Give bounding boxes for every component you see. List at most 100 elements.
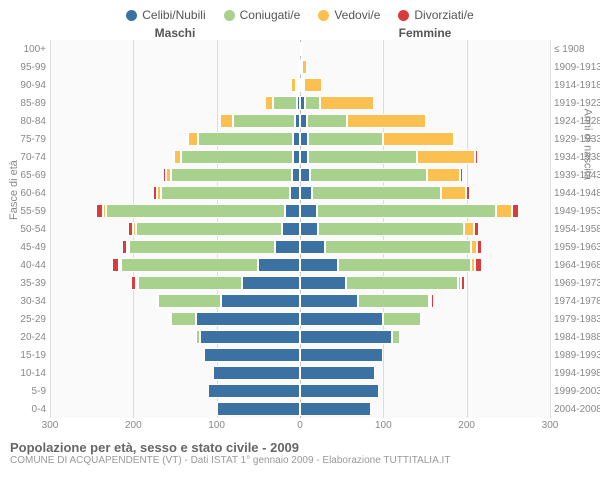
female-bar bbox=[300, 312, 550, 326]
age-label: 40-44 bbox=[8, 260, 46, 271]
bar-segment bbox=[383, 312, 421, 326]
female-bar bbox=[300, 402, 550, 416]
bar-segment bbox=[208, 384, 300, 398]
bar-segment bbox=[275, 240, 300, 254]
legend-label: Divorziati/e bbox=[414, 8, 473, 22]
legend-label: Vedovi/e bbox=[334, 8, 380, 22]
male-bar bbox=[50, 222, 300, 236]
legend: Celibi/NubiliConiugati/eVedovi/eDivorzia… bbox=[0, 0, 600, 26]
male-bar bbox=[50, 42, 300, 56]
bar-segment bbox=[325, 240, 471, 254]
female-bar bbox=[300, 186, 550, 200]
female-bar bbox=[300, 42, 550, 56]
bar-segment bbox=[475, 258, 482, 272]
bar-segment bbox=[310, 168, 427, 182]
bar-segment bbox=[200, 330, 300, 344]
year-label: 1969-1973 bbox=[554, 278, 600, 289]
age-row: 75-791929-1933 bbox=[50, 130, 550, 148]
year-label: 1924-1928 bbox=[554, 116, 600, 127]
bar-segment bbox=[466, 186, 470, 200]
female-bar bbox=[300, 240, 550, 254]
age-row: 20-241984-1988 bbox=[50, 328, 550, 346]
bar-segment bbox=[426, 114, 428, 128]
female-bar bbox=[300, 294, 550, 308]
bar-segment bbox=[174, 150, 181, 164]
x-tick: 0 bbox=[297, 420, 303, 431]
bar-segment bbox=[300, 132, 308, 146]
bar-segment bbox=[220, 114, 233, 128]
x-tick: 100 bbox=[375, 420, 392, 431]
chart-headers: Maschi Femmine bbox=[0, 26, 600, 40]
male-bar bbox=[50, 258, 300, 272]
x-tick: 300 bbox=[542, 420, 559, 431]
age-label: 65-69 bbox=[8, 170, 46, 181]
age-label: 55-59 bbox=[8, 206, 46, 217]
year-label: 1984-1988 bbox=[554, 332, 600, 343]
bar-segment bbox=[213, 366, 301, 380]
bar-segment bbox=[427, 168, 460, 182]
male-bar bbox=[50, 402, 300, 416]
bar-segment bbox=[307, 114, 347, 128]
bar-segment bbox=[417, 150, 475, 164]
age-row: 15-191989-1993 bbox=[50, 346, 550, 364]
male-bar bbox=[50, 294, 300, 308]
bar-segment bbox=[300, 204, 317, 218]
male-bar bbox=[50, 204, 300, 218]
bar-segment bbox=[304, 78, 322, 92]
male-bar bbox=[50, 348, 300, 362]
female-bar bbox=[300, 96, 550, 110]
bar-segment bbox=[300, 150, 308, 164]
male-bar bbox=[50, 330, 300, 344]
x-tick: 100 bbox=[208, 420, 225, 431]
bar-segment bbox=[496, 204, 513, 218]
gridline bbox=[550, 40, 551, 418]
chart-footer: Popolazione per età, sesso e stato civil… bbox=[0, 434, 600, 466]
population-pyramid: 100+≤ 190895-991909-191390-941914-191885… bbox=[50, 40, 550, 418]
age-label: 45-49 bbox=[8, 242, 46, 253]
age-label: 5-9 bbox=[8, 386, 46, 397]
female-bar bbox=[300, 78, 550, 92]
year-label: 1929-1933 bbox=[554, 134, 600, 145]
bar-segment bbox=[300, 366, 375, 380]
bar-segment bbox=[258, 258, 300, 272]
bar-segment bbox=[431, 294, 434, 308]
age-label: 35-39 bbox=[8, 278, 46, 289]
female-bar bbox=[300, 132, 550, 146]
female-bar bbox=[300, 114, 550, 128]
year-label: 1979-1983 bbox=[554, 314, 600, 325]
header-male: Maschi bbox=[50, 26, 300, 40]
bar-segment bbox=[161, 186, 290, 200]
female-bar bbox=[300, 150, 550, 164]
year-label: 1974-1978 bbox=[554, 296, 600, 307]
bar-segment bbox=[421, 312, 423, 326]
legend-swatch bbox=[318, 10, 329, 21]
year-label: ≤ 1908 bbox=[554, 44, 600, 55]
bar-segment bbox=[346, 276, 459, 290]
legend-label: Celibi/Nubili bbox=[142, 8, 205, 22]
female-bar bbox=[300, 258, 550, 272]
bar-segment bbox=[312, 186, 441, 200]
year-label: 1994-1998 bbox=[554, 368, 600, 379]
bar-segment bbox=[138, 276, 242, 290]
bar-segment bbox=[338, 258, 471, 272]
bar-segment bbox=[242, 276, 300, 290]
age-label: 20-24 bbox=[8, 332, 46, 343]
bar-segment bbox=[300, 402, 371, 416]
male-bar bbox=[50, 366, 300, 380]
year-label: 2004-2008 bbox=[554, 404, 600, 415]
bar-segment bbox=[273, 96, 296, 110]
age-row: 95-991909-1913 bbox=[50, 58, 550, 76]
bar-segment bbox=[106, 204, 285, 218]
bar-segment bbox=[464, 222, 474, 236]
age-label: 100+ bbox=[8, 44, 46, 55]
male-bar bbox=[50, 312, 300, 326]
bar-segment bbox=[181, 150, 294, 164]
bar-segment bbox=[129, 240, 275, 254]
year-label: 1989-1993 bbox=[554, 350, 600, 361]
male-bar bbox=[50, 132, 300, 146]
bar-segment bbox=[221, 294, 300, 308]
age-label: 25-29 bbox=[8, 314, 46, 325]
bar-segment bbox=[171, 168, 292, 182]
bar-segment bbox=[112, 258, 119, 272]
bar-segment bbox=[300, 294, 358, 308]
